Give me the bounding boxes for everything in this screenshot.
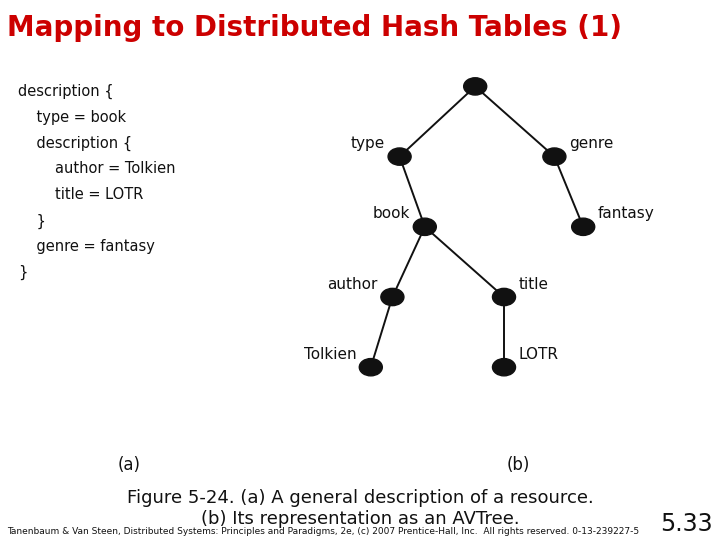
Text: Tolkien: Tolkien [304, 347, 356, 362]
Circle shape [359, 359, 382, 376]
Text: 5.33: 5.33 [660, 512, 713, 536]
Circle shape [464, 78, 487, 95]
Text: (b) Its representation as an AVTree.: (b) Its representation as an AVTree. [201, 510, 519, 528]
Text: Figure 5-24. (a) A general description of a resource.: Figure 5-24. (a) A general description o… [127, 489, 593, 507]
Text: fantasy: fantasy [598, 206, 654, 221]
Text: description {: description { [18, 84, 114, 99]
Circle shape [543, 148, 566, 165]
Text: book: book [373, 206, 410, 221]
Circle shape [492, 359, 516, 376]
Text: author = Tolkien: author = Tolkien [18, 161, 176, 177]
Text: (a): (a) [118, 456, 141, 474]
Text: genre = fantasy: genre = fantasy [18, 239, 155, 254]
Circle shape [413, 218, 436, 235]
Text: title = LOTR: title = LOTR [18, 187, 143, 202]
Text: }: } [18, 265, 27, 280]
Circle shape [492, 288, 516, 306]
Text: Tanenbaum & Van Steen, Distributed Systems: Principles and Paradigms, 2e, (c) 20: Tanenbaum & Van Steen, Distributed Syste… [7, 526, 639, 536]
Text: description {: description { [18, 136, 132, 151]
Text: author: author [328, 276, 378, 292]
Text: type: type [351, 136, 385, 151]
Text: (b): (b) [507, 456, 530, 474]
Text: }: } [18, 213, 46, 228]
Circle shape [388, 148, 411, 165]
Circle shape [572, 218, 595, 235]
Circle shape [381, 288, 404, 306]
Text: LOTR: LOTR [518, 347, 559, 362]
Text: Mapping to Distributed Hash Tables (1): Mapping to Distributed Hash Tables (1) [7, 14, 622, 42]
Text: genre: genre [569, 136, 613, 151]
Text: title: title [518, 276, 549, 292]
Text: type = book: type = book [18, 110, 126, 125]
